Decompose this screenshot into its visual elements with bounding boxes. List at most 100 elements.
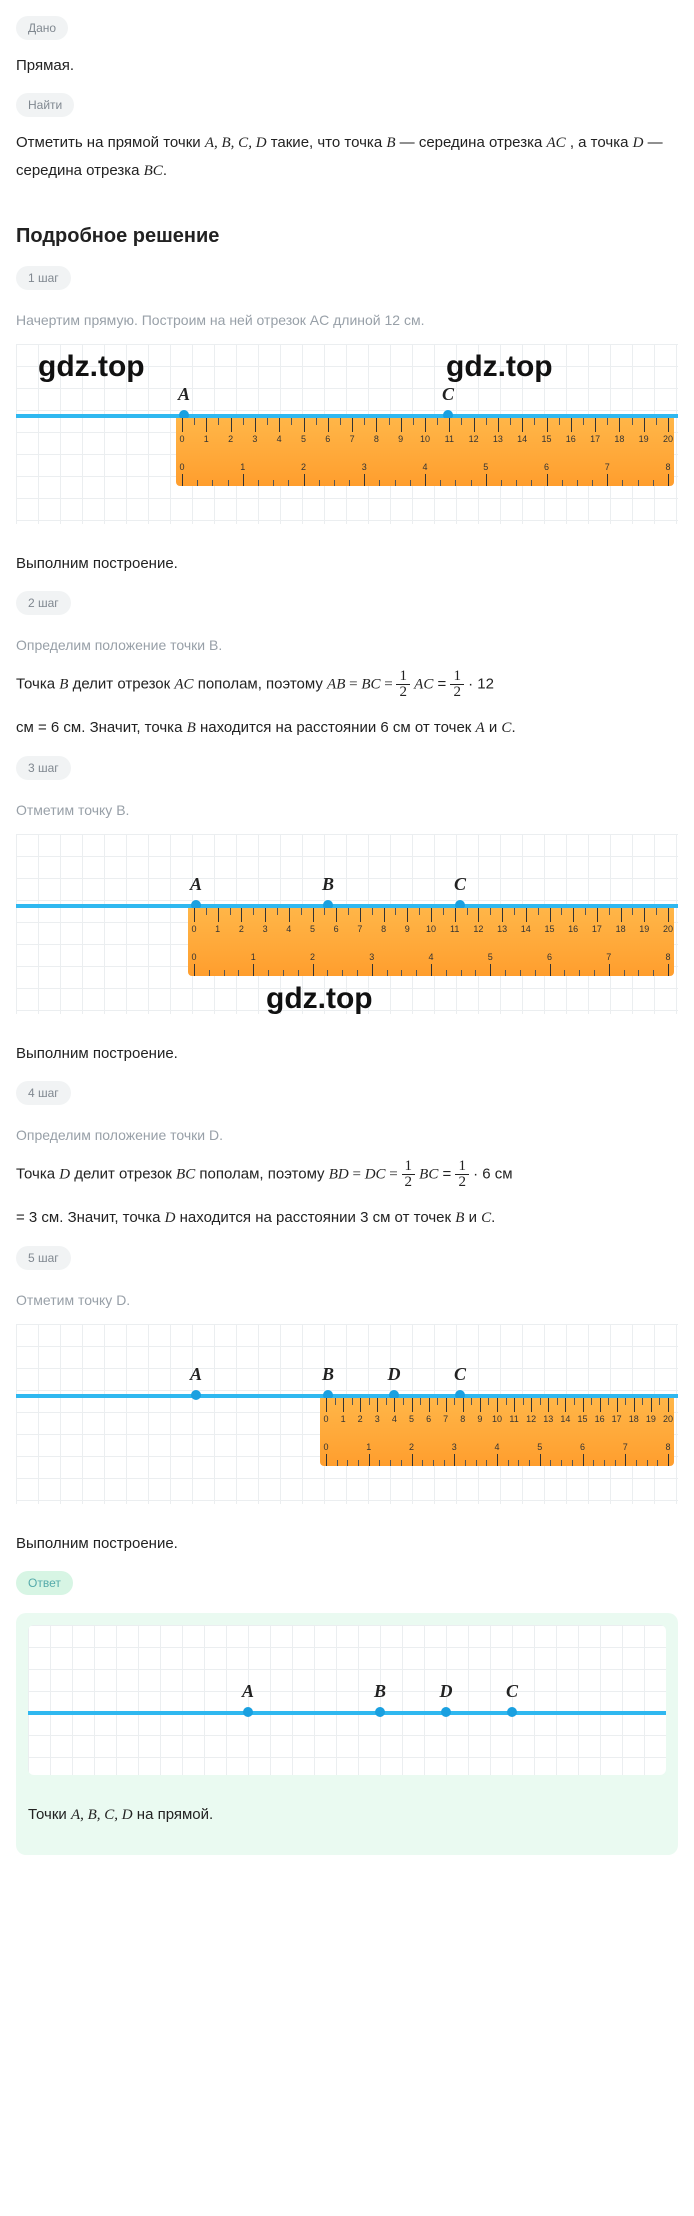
txt: Точка — [16, 675, 59, 692]
badge-step1: 1 шаг — [16, 266, 71, 290]
var-c: C — [481, 1210, 491, 1226]
figure-answer: ABDC — [28, 1625, 666, 1775]
ruler: 0123456789101112131415161718192001234567… — [188, 908, 674, 976]
point-label-d: D — [388, 1364, 401, 1385]
point-label-c: C — [454, 1364, 466, 1385]
var-bc: BC — [144, 163, 163, 179]
var-b: B — [59, 676, 68, 692]
point-label-a: A — [178, 384, 190, 405]
find-part: — середина отрезка — [400, 134, 547, 151]
watermark: gdz.top — [38, 350, 145, 384]
step5-description: Отметим точку D. — [16, 1292, 678, 1308]
points-list: A, B, C, D — [71, 1807, 133, 1823]
point-label-d: D — [440, 1681, 453, 1702]
txt: · 12 — [468, 675, 494, 692]
numerator: 1 — [396, 669, 410, 685]
do-build-2: Выполним построение. — [16, 1040, 678, 1067]
step2-body2: см = 6 см. Значит, точка B находится на … — [16, 714, 678, 742]
point-a — [243, 1707, 253, 1717]
step2-description: Определим положение точки B. — [16, 637, 678, 653]
denominator: 2 — [402, 1175, 416, 1190]
var-b: B — [386, 135, 395, 151]
answer-box: ABDC Точки A, B, C, D на прямой. — [16, 1613, 678, 1855]
watermark: gdz.top — [446, 350, 553, 384]
figure-step1: A C 01234567891011121314151617181920012345… — [16, 344, 678, 524]
numerator: 1 — [450, 669, 464, 685]
var-ac: AC — [174, 676, 193, 692]
txt: Точки — [28, 1806, 71, 1823]
fraction-half: 12 — [455, 1159, 469, 1190]
denominator: 2 — [455, 1175, 469, 1190]
point-c — [507, 1707, 517, 1717]
ruler: 0123456789101112131415161718192001234567… — [320, 1398, 674, 1466]
txt: см = 6 см. Значит, точка — [16, 719, 187, 736]
step4-body: Точка D делит отрезок BC пополам, поэтом… — [16, 1159, 678, 1190]
txt: находится на расстоянии 6 см от точек — [200, 719, 476, 736]
find-part: Отметить на прямой точки — [16, 134, 205, 151]
var-c: C — [501, 720, 511, 736]
watermark: gdz.top — [266, 982, 373, 1016]
equation: AB = BC = — [327, 676, 396, 692]
txt: Точка — [16, 1165, 59, 1182]
numerator: 1 — [402, 1159, 416, 1175]
txt: делит отрезок — [74, 1165, 176, 1182]
txt: · 6 см — [473, 1165, 513, 1182]
point-b — [375, 1707, 385, 1717]
point-label-c: C — [454, 874, 466, 895]
txt: делит отрезок — [73, 675, 175, 692]
var-d: D — [59, 1166, 70, 1182]
point-label-a: A — [242, 1681, 254, 1702]
var-d: D — [165, 1210, 176, 1226]
txt: на прямой. — [137, 1806, 213, 1823]
var-a: A — [476, 720, 485, 736]
point-label-b: B — [322, 1364, 334, 1385]
find-part: такие, что точка — [271, 134, 387, 151]
find-part: , а точка — [570, 134, 633, 151]
txt: и — [489, 719, 502, 736]
ruler: 0123456789101112131415161718192001234567… — [176, 418, 674, 486]
badge-step2: 2 шаг — [16, 591, 71, 615]
step4-body2: = 3 см. Значит, точка D находится на рас… — [16, 1204, 678, 1232]
point-label-c: C — [442, 384, 454, 405]
fraction-half: 12 — [450, 669, 464, 700]
var-b: B — [455, 1210, 464, 1226]
txt: = 3 см. Значит, точка — [16, 1209, 165, 1226]
step1-description: Начертим прямую. Построим на ней отрезок… — [16, 312, 678, 328]
section-find: Найти Отметить на прямой точки A, B, C, … — [16, 93, 678, 185]
txt: пополам, поэтому — [199, 1165, 328, 1182]
given-text: Прямая. — [16, 52, 678, 79]
denominator: 2 — [396, 685, 410, 700]
point-label-b: B — [374, 1681, 386, 1702]
equation: BD = DC = — [329, 1166, 402, 1182]
var-ac: AC — [414, 676, 433, 692]
var-ac: AC — [546, 135, 565, 151]
fraction-half: 12 — [402, 1159, 416, 1190]
do-build-3: Выполним построение. — [16, 1530, 678, 1557]
point-a — [191, 1390, 201, 1400]
txt: пополам, поэтому — [198, 675, 327, 692]
var-d: D — [633, 135, 644, 151]
answer-text: Точки A, B, C, D на прямой. — [28, 1801, 666, 1829]
var-b: B — [187, 720, 196, 736]
points-list: A, B, C, D — [205, 135, 267, 151]
badge-given: Дано — [16, 16, 68, 40]
fraction-half: 12 — [396, 669, 410, 700]
badge-step3: 3 шаг — [16, 756, 71, 780]
figure-step3: A B C 0123456789101112131415161718192001234… — [16, 834, 678, 1014]
number-line — [28, 1711, 666, 1715]
point-label-a: A — [190, 1364, 202, 1385]
txt: и — [469, 1209, 482, 1226]
step3-description: Отметим точку B. — [16, 802, 678, 818]
section-given: Дано Прямая. — [16, 16, 678, 79]
solution-heading: Подробное решение — [16, 225, 678, 248]
do-build-1: Выполним построение. — [16, 550, 678, 577]
txt: находится на расстоянии 3 см от точек — [180, 1209, 456, 1226]
find-text: Отметить на прямой точки A, B, C, D таки… — [16, 129, 678, 185]
denominator: 2 — [450, 685, 464, 700]
point-d — [441, 1707, 451, 1717]
numerator: 1 — [455, 1159, 469, 1175]
point-label-b: B — [322, 874, 334, 895]
point-label-a: A — [190, 874, 202, 895]
badge-find: Найти — [16, 93, 74, 117]
badge-answer: Ответ — [16, 1571, 73, 1595]
